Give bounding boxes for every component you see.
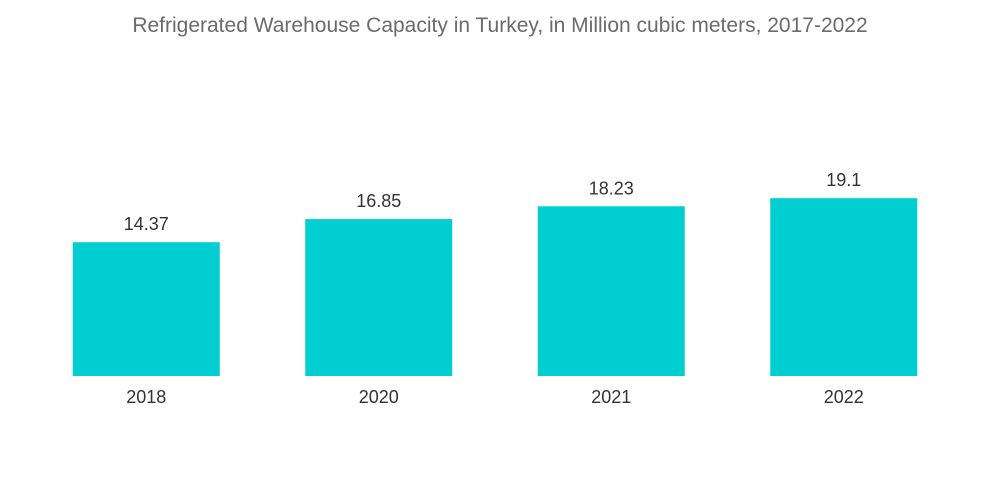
x-tick-label: 2022 xyxy=(824,387,864,407)
chart-title: Refrigerated Warehouse Capacity in Turke… xyxy=(132,14,868,37)
x-tick-label: 2020 xyxy=(359,387,399,407)
bar-value-label: 18.23 xyxy=(589,178,634,198)
bar-value-label: 16.85 xyxy=(356,191,401,211)
bar-2020 xyxy=(305,219,453,376)
bar-2021 xyxy=(537,206,685,376)
bar-value-label: 14.37 xyxy=(124,214,169,234)
x-tick-label: 2018 xyxy=(126,387,166,407)
bar-2022 xyxy=(770,198,918,376)
x-tick-label: 2021 xyxy=(591,387,631,407)
bar-value-label: 19.1 xyxy=(826,170,861,190)
bar-2018 xyxy=(72,242,220,376)
